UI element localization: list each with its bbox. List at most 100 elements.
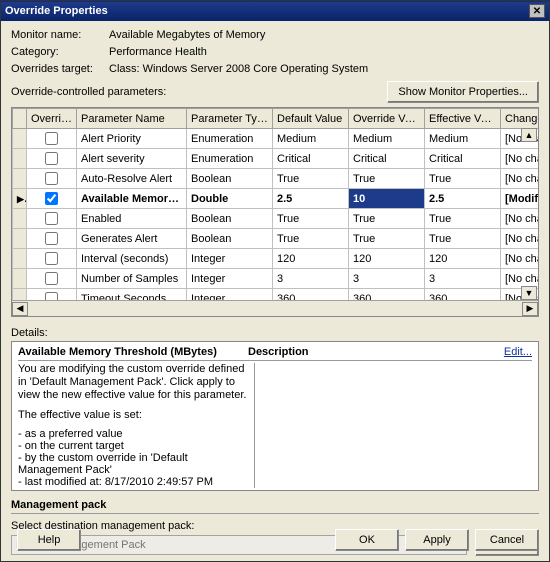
override-checkbox[interactable] [45,252,58,265]
table-row[interactable]: Alert severityEnumerationCriticalCritica… [13,149,539,169]
override-value-cell[interactable]: 3 [349,269,425,289]
override-value-cell[interactable]: Medium [349,129,425,149]
override-checkbox-cell[interactable] [27,169,77,189]
scroll-up-icon[interactable]: ▲ [521,128,537,142]
parameter-type-cell: Enumeration [187,149,273,169]
override-value-cell[interactable]: 10 [349,189,425,209]
details-bullet: - last modified at: 8/17/2010 2:49:57 PM [18,476,248,488]
ok-button[interactable]: OK [335,529,399,551]
override-checkbox[interactable] [45,272,58,285]
override-value-cell[interactable]: True [349,209,425,229]
table-row[interactable]: Generates AlertBooleanTrueTrueTrue[No ch… [13,229,539,249]
override-value-cell[interactable]: 360 [349,289,425,301]
override-value-cell[interactable]: True [349,229,425,249]
row-header [13,129,27,149]
dialog-buttons: Help OK Apply Cancel [11,529,539,551]
close-icon[interactable]: ✕ [529,4,545,18]
cancel-button[interactable]: Cancel [475,529,539,551]
edit-link[interactable]: Edit... [504,346,532,358]
category-label: Category: [11,46,109,58]
table-row[interactable]: Alert PriorityEnumerationMediumMediumMed… [13,129,539,149]
overrides-target-label: Overrides target: [11,63,109,75]
help-button[interactable]: Help [17,529,81,551]
parameter-type-cell: Double [187,189,273,209]
col-default-value[interactable]: Default Value [273,109,349,129]
override-checkbox-cell[interactable] [27,249,77,269]
parameter-name-cell: Alert Priority [77,129,187,149]
row-header [13,229,27,249]
scroll-left-icon[interactable]: ◀ [12,302,28,316]
override-checkbox-cell[interactable] [27,269,77,289]
parameter-name-cell: Available Memory T... [77,189,187,209]
row-header [13,249,27,269]
parameter-name-cell: Number of Samples [77,269,187,289]
effective-value-cell: 360 [425,289,501,301]
description-area[interactable] [254,363,532,488]
override-checkbox[interactable] [45,172,58,185]
override-checkbox[interactable] [45,152,58,165]
change-status-cell: [No change] [501,249,539,269]
details-panel: Available Memory Threshold (MBytes) Desc… [11,341,539,491]
default-value-cell: True [273,229,349,249]
col-parameter-name[interactable]: Parameter Name [77,109,187,129]
parameter-name-cell: Timeout Seconds [77,289,187,301]
default-value-cell: 3 [273,269,349,289]
override-value-cell[interactable]: True [349,169,425,189]
details-title: Available Memory Threshold (MBytes) [18,346,248,358]
table-row[interactable]: Auto-Resolve AlertBooleanTrueTrueTrue[No… [13,169,539,189]
monitor-name-value: Available Megabytes of Memory [109,29,265,41]
table-row[interactable]: EnabledBooleanTrueTrueTrue[No change] [13,209,539,229]
parameter-name-cell: Interval (seconds) [77,249,187,269]
apply-button[interactable]: Apply [405,529,469,551]
row-header [13,169,27,189]
table-row[interactable]: Timeout SecondsInteger360360360[No chang… [13,289,539,301]
overrides-target-value: Class: Windows Server 2008 Core Operatin… [109,63,368,75]
details-bullet: - by the custom override in 'Default Man… [18,452,248,476]
col-effective-value[interactable]: Effective Value [425,109,501,129]
row-header [13,189,27,209]
override-checkbox-cell[interactable] [27,229,77,249]
override-checkbox[interactable] [45,192,58,205]
col-override[interactable]: Override [27,109,77,129]
override-value-cell[interactable]: Critical [349,149,425,169]
col-change-status[interactable]: Change Status [501,109,539,129]
parameter-name-cell: Alert severity [77,149,187,169]
override-checkbox[interactable] [45,212,58,225]
table-row[interactable]: Interval (seconds)Integer120120120[No ch… [13,249,539,269]
effective-value-cell: True [425,209,501,229]
override-checkbox-cell[interactable] [27,129,77,149]
col-override-value[interactable]: Override Value [349,109,425,129]
monitor-name-row: Monitor name: Available Megabytes of Mem… [11,29,539,41]
override-value-cell[interactable]: 120 [349,249,425,269]
scroll-right-icon[interactable]: ▶ [522,302,538,316]
management-pack-section: Management pack [11,499,539,514]
change-status-cell: [No change] [501,229,539,249]
details-text: You are modifying the custom override de… [18,363,254,488]
default-value-cell: True [273,209,349,229]
monitor-name-label: Monitor name: [11,29,109,41]
override-checkbox-cell[interactable] [27,149,77,169]
override-checkbox[interactable] [45,232,58,245]
override-checkbox-cell[interactable] [27,209,77,229]
override-checkbox[interactable] [45,292,58,300]
details-bullet: - on the current target [18,440,248,452]
window-title: Override Properties [5,5,529,17]
override-checkbox-cell[interactable] [27,289,77,301]
effective-value-cell: Medium [425,129,501,149]
details-para1: You are modifying the custom override de… [18,363,248,403]
default-value-cell: Critical [273,149,349,169]
effective-value-cell: 120 [425,249,501,269]
override-checkbox-cell[interactable] [27,189,77,209]
category-value: Performance Health [109,46,207,58]
horizontal-scrollbar[interactable]: ◀ ▶ [12,300,538,316]
row-header [13,289,27,301]
effective-value-cell: 3 [425,269,501,289]
override-checkbox[interactable] [45,132,58,145]
scroll-down-icon[interactable]: ▼ [521,286,537,300]
title-bar: Override Properties ✕ [1,1,549,21]
details-label: Details: [11,327,539,339]
col-parameter-type[interactable]: Parameter Type [187,109,273,129]
show-monitor-properties-button[interactable]: Show Monitor Properties... [387,81,539,103]
table-row[interactable]: Number of SamplesInteger333[No change] [13,269,539,289]
table-row[interactable]: Available Memory T...Double2.5102.5[Modi… [13,189,539,209]
